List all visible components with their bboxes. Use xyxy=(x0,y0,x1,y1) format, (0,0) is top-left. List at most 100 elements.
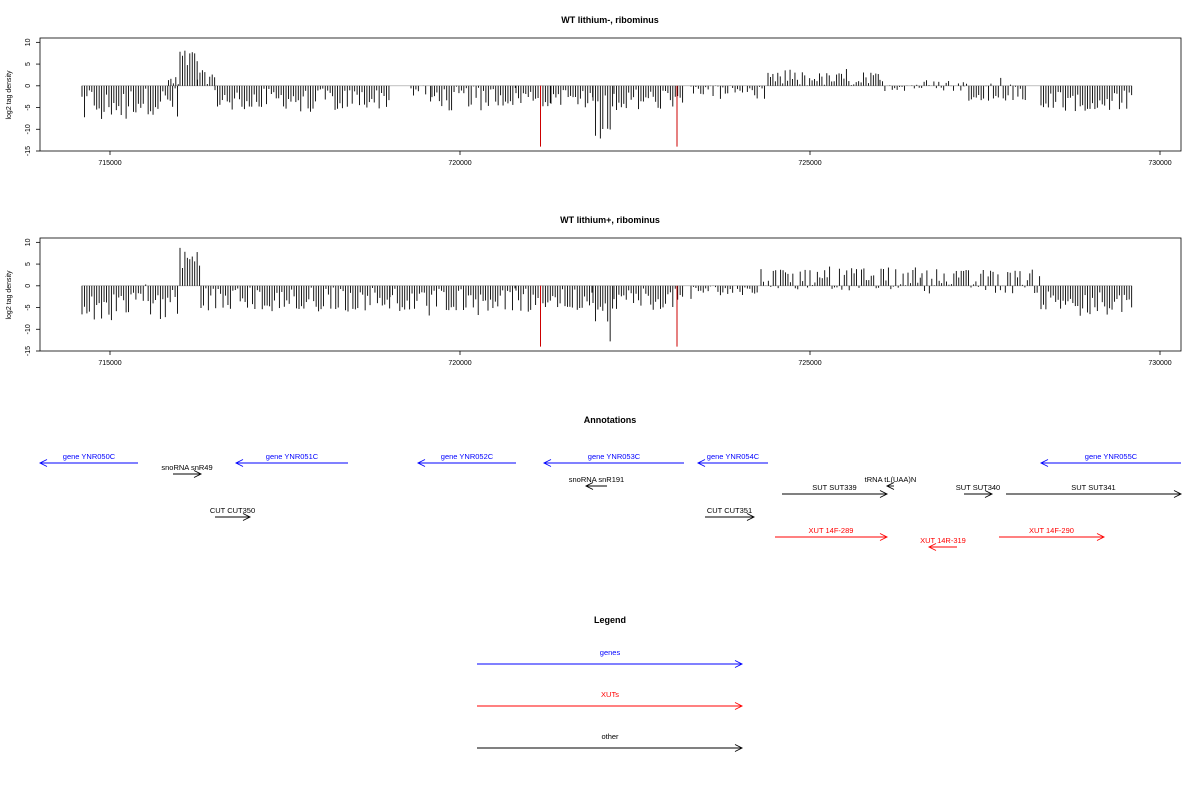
panel-1-y-axis: -15 -10 -5 0 5 10 xyxy=(25,38,40,156)
annotation-feature: gene YNR050C xyxy=(38,452,138,467)
density-panel-1: WT lithium-, ribominus log2 tag density … xyxy=(6,15,1182,167)
annotation-feature: gene YNR051C xyxy=(234,452,348,467)
feature-arrow-head xyxy=(696,459,706,467)
panel-2-y-label: log2 tag density xyxy=(6,270,13,320)
y-tick-label: 10 xyxy=(25,38,32,46)
y-tick-label: -5 xyxy=(25,304,32,310)
feature-arrow-head xyxy=(1039,459,1049,467)
legend-label: XUTs xyxy=(601,690,619,699)
feature-label: gene YNR053C xyxy=(588,452,641,461)
feature-label: SUT SUT339 xyxy=(812,483,856,492)
legend-arrow-head xyxy=(734,702,744,710)
feature-arrow-head xyxy=(879,533,889,541)
legend-title: Legend xyxy=(594,615,626,625)
feature-label: gene YNR054C xyxy=(707,452,760,461)
legend-label: genes xyxy=(600,648,621,657)
feature-arrow-head xyxy=(746,513,756,521)
annotation-feature: tRNA tL(UAA)N xyxy=(865,475,917,490)
feature-label: XUT 14F-290 xyxy=(1029,526,1074,535)
feature-label: gene YNR050C xyxy=(63,452,116,461)
legend-item: genes xyxy=(477,648,744,668)
panel-2-y-axis: -15 -10 -5 0 5 10 xyxy=(25,238,40,356)
annotation-feature: CUT CUT350 xyxy=(210,506,255,521)
annotation-feature: SUT SUT339 xyxy=(782,483,889,498)
annotation-features: gene YNR050C snoRNA snR49 gene YNR051C gene… xyxy=(38,452,1183,551)
feature-arrow-head xyxy=(234,459,244,467)
y-tick-label: -5 xyxy=(25,104,32,110)
feature-label: XUT 14F-289 xyxy=(809,526,854,535)
panel-2-title: WT lithium+, ribominus xyxy=(560,215,660,225)
legend-item: other xyxy=(477,732,744,752)
feature-label: gene YNR052C xyxy=(441,452,494,461)
x-tick-label: 730000 xyxy=(1148,360,1171,367)
x-tick-label: 720000 xyxy=(448,360,471,367)
y-tick-label: -10 xyxy=(25,124,32,134)
annotation-feature: XUT 14F-290 xyxy=(999,526,1106,541)
x-tick-label: 730000 xyxy=(1148,160,1171,167)
y-tick-label: 5 xyxy=(25,62,32,66)
panel-1-title: WT lithium-, ribominus xyxy=(561,15,659,25)
feature-label: snoRNA snR49 xyxy=(161,463,212,472)
x-tick-label: 715000 xyxy=(98,360,121,367)
annotation-feature: SUT SUT340 xyxy=(956,483,1000,498)
feature-label: tRNA tL(UAA)N xyxy=(865,475,917,484)
feature-arrow-head xyxy=(193,470,203,478)
y-tick-label: -10 xyxy=(25,324,32,334)
x-tick-label: 725000 xyxy=(798,160,821,167)
annotation-feature: gene YNR054C xyxy=(696,452,768,467)
annotation-feature: CUT CUT351 xyxy=(705,506,756,521)
feature-arrow-head xyxy=(542,459,552,467)
feature-label: gene YNR055C xyxy=(1085,452,1138,461)
legend-arrow-head xyxy=(734,744,744,752)
x-tick-label: 715000 xyxy=(98,160,121,167)
panel-1-x-axis: 715000 720000 725000 730000 xyxy=(98,151,1172,167)
legend-item: XUTs xyxy=(477,690,744,710)
annotations-title: Annotations xyxy=(584,415,637,425)
annotation-feature: gene YNR052C xyxy=(416,452,516,467)
panel-1-bars xyxy=(81,50,1133,147)
annotation-feature: XUT 14F-289 xyxy=(775,526,889,541)
legend-items: genes XUTs other xyxy=(477,648,744,752)
feature-arrow-head xyxy=(242,513,252,521)
y-tick-label: 10 xyxy=(25,238,32,246)
feature-arrow-head xyxy=(1096,533,1106,541)
feature-arrow-head xyxy=(885,482,895,490)
legend-arrow-head xyxy=(734,660,744,668)
panel-1-y-label: log2 tag density xyxy=(6,70,13,120)
annotation-feature: SUT SUT341 xyxy=(1006,483,1183,498)
legend-label: other xyxy=(601,732,619,741)
feature-label: snoRNA snR191 xyxy=(569,475,624,484)
feature-label: SUT SUT341 xyxy=(1071,483,1115,492)
feature-arrow-head xyxy=(927,543,937,551)
feature-label: CUT CUT351 xyxy=(707,506,752,515)
feature-label: gene YNR051C xyxy=(266,452,319,461)
feature-label: CUT CUT350 xyxy=(210,506,255,515)
annotation-feature: snoRNA snR191 xyxy=(569,475,624,490)
legend-panel: Legend genes XUTs other xyxy=(477,615,744,752)
panel-1-frame xyxy=(39,37,1182,152)
panel-2-frame xyxy=(39,237,1182,352)
annotation-feature: XUT 14R-319 xyxy=(920,536,966,551)
y-tick-label: 0 xyxy=(25,84,32,88)
annotation-feature: gene YNR053C xyxy=(542,452,684,467)
feature-label: SUT SUT340 xyxy=(956,483,1000,492)
annotation-feature: snoRNA snR49 xyxy=(161,463,213,478)
x-tick-label: 725000 xyxy=(798,360,821,367)
feature-label: XUT 14R-319 xyxy=(920,536,966,545)
panel-2-bars xyxy=(81,247,1133,347)
feature-arrow-head xyxy=(416,459,426,467)
x-tick-label: 720000 xyxy=(448,160,471,167)
density-panel-2: WT lithium+, ribominus log2 tag density … xyxy=(6,215,1182,367)
y-tick-label: 5 xyxy=(25,262,32,266)
annotation-feature: gene YNR055C xyxy=(1039,452,1181,467)
y-tick-label: -15 xyxy=(25,346,32,356)
feature-arrow-head xyxy=(1173,490,1183,498)
y-tick-label: 0 xyxy=(25,284,32,288)
feature-arrow-head xyxy=(984,490,994,498)
feature-arrow-head xyxy=(879,490,889,498)
feature-arrow-head xyxy=(38,459,48,467)
y-tick-label: -15 xyxy=(25,146,32,156)
panel-2-x-axis: 715000 720000 725000 730000 xyxy=(98,351,1172,367)
